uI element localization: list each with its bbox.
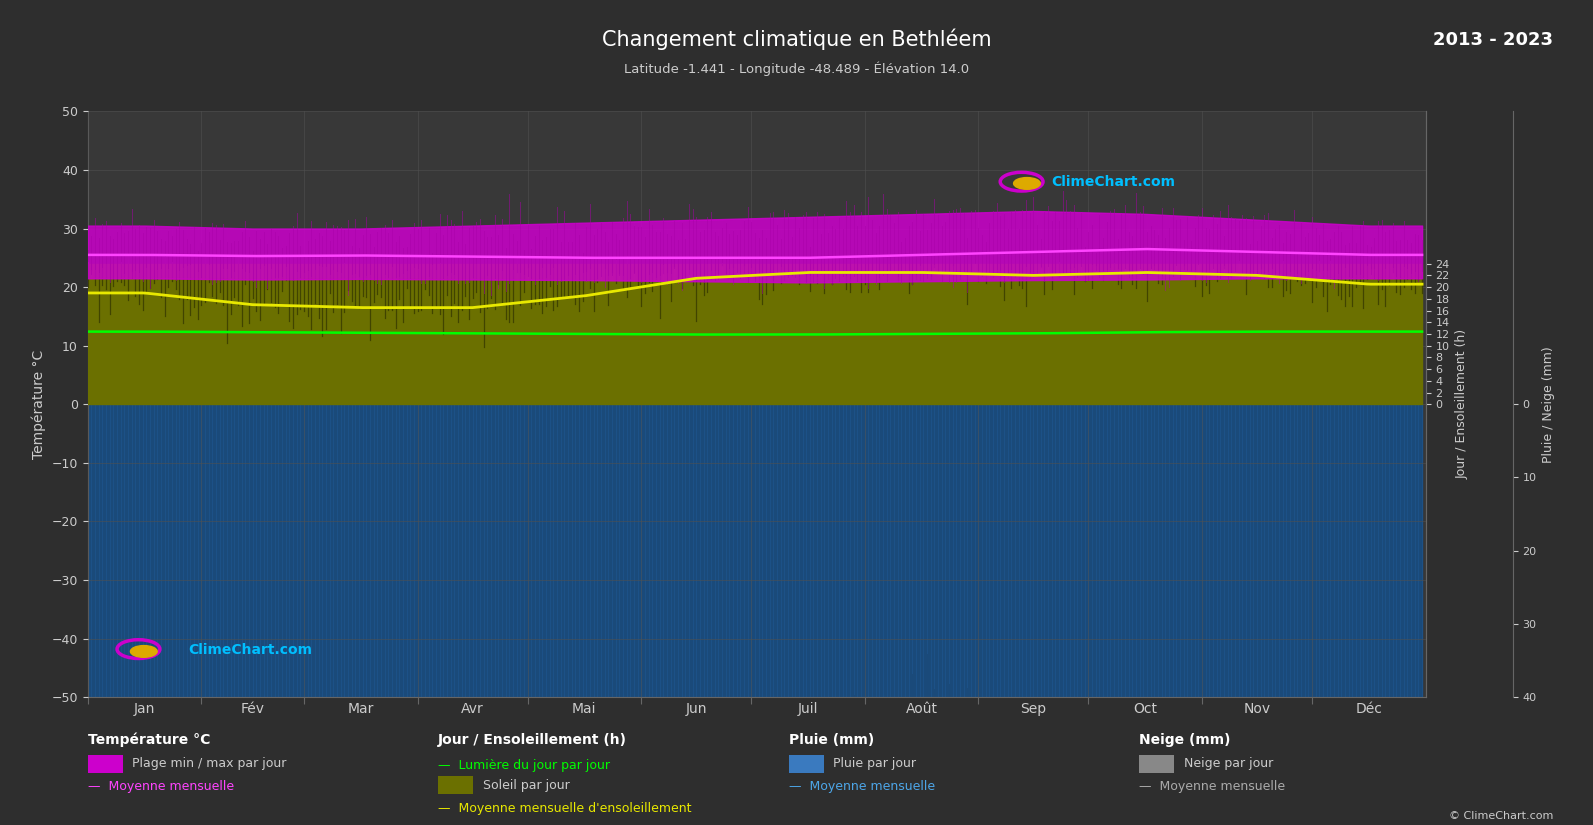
Y-axis label: Jour / Ensoleillement (h): Jour / Ensoleillement (h)	[1456, 329, 1469, 479]
Circle shape	[1013, 177, 1040, 189]
Y-axis label: Pluie / Neige (mm): Pluie / Neige (mm)	[1542, 346, 1555, 463]
Text: Plage min / max par jour: Plage min / max par jour	[132, 757, 287, 771]
Text: Soleil par jour: Soleil par jour	[483, 779, 569, 792]
Text: Neige par jour: Neige par jour	[1184, 757, 1273, 771]
Text: —  Moyenne mensuelle: — Moyenne mensuelle	[1139, 780, 1286, 794]
Text: Changement climatique en Bethléem: Changement climatique en Bethléem	[602, 29, 991, 50]
Text: Neige (mm): Neige (mm)	[1139, 733, 1230, 747]
Text: —  Lumière du jour par jour: — Lumière du jour par jour	[438, 759, 610, 772]
Text: ClimeChart.com: ClimeChart.com	[1051, 175, 1176, 189]
Text: —  Moyenne mensuelle: — Moyenne mensuelle	[88, 780, 234, 794]
Text: —  Moyenne mensuelle: — Moyenne mensuelle	[789, 780, 935, 794]
Y-axis label: Température °C: Température °C	[32, 350, 46, 459]
Text: Température °C: Température °C	[88, 733, 210, 747]
Text: Latitude -1.441 - Longitude -48.489 - Élévation 14.0: Latitude -1.441 - Longitude -48.489 - Él…	[624, 62, 969, 77]
Circle shape	[131, 646, 158, 658]
Text: 2013 - 2023: 2013 - 2023	[1434, 31, 1553, 50]
Text: ClimeChart.com: ClimeChart.com	[188, 644, 312, 658]
Text: Jour / Ensoleillement (h): Jour / Ensoleillement (h)	[438, 733, 628, 747]
Text: Pluie (mm): Pluie (mm)	[789, 733, 875, 747]
Text: © ClimeChart.com: © ClimeChart.com	[1448, 811, 1553, 821]
Text: —  Moyenne mensuelle d'ensoleillement: — Moyenne mensuelle d'ensoleillement	[438, 802, 691, 815]
Text: Pluie par jour: Pluie par jour	[833, 757, 916, 771]
